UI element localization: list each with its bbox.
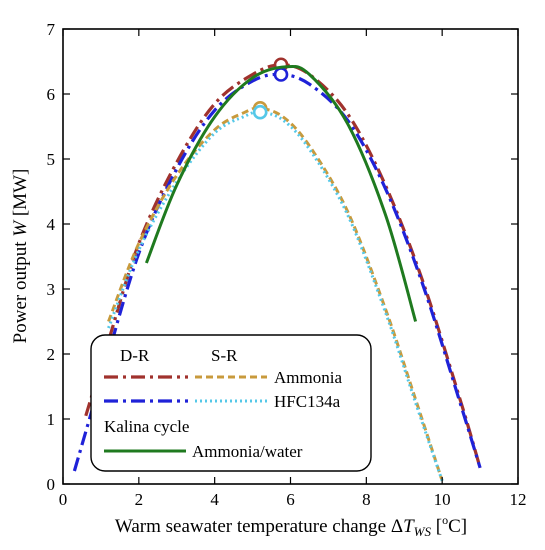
peak-marker-s-r-hfc134a (252, 104, 268, 120)
y-axis-title: Power output W [MW] (10, 169, 31, 344)
peak-marker-d-r-hfc134a (273, 67, 289, 82)
y-tick-label: 3 (47, 280, 56, 299)
legend-col-dr: D-R (120, 346, 150, 365)
x-tick-label: 12 (510, 490, 527, 509)
x-tick-label: 10 (434, 490, 451, 509)
y-tick-label: 6 (47, 85, 56, 104)
x-axis-title: Warm seawater temperature change ΔTWS [o… (115, 513, 467, 539)
curves-layer (72, 57, 482, 482)
legend-label-kalina: Ammonia/water (192, 442, 303, 461)
series-line-s-r-hfc134a (107, 110, 444, 482)
y-tick-label: 0 (47, 475, 56, 494)
series-line-s-r-ammonia (107, 106, 444, 482)
legend: D-R S-R Ammonia HFC134a Kalina cycle Amm… (90, 334, 372, 472)
legend-col-sr: S-R (211, 346, 238, 365)
y-tick-label: 4 (47, 215, 56, 234)
x-tick-label: 4 (210, 490, 219, 509)
legend-box (90, 334, 372, 472)
x-tick-label: 6 (286, 490, 295, 509)
legend-label-hfc: HFC134a (274, 392, 341, 411)
y-tick-label: 7 (47, 20, 56, 39)
legend-label-ammonia: Ammonia (274, 368, 342, 387)
x-tick-label: 2 (135, 490, 144, 509)
x-tick-label: 0 (59, 490, 68, 509)
legend-kalina-title: Kalina cycle (104, 417, 189, 436)
y-tick-label: 2 (47, 345, 56, 364)
y-tick-label: 1 (47, 410, 56, 429)
series-line-kalina-ammonia-water (145, 64, 418, 322)
x-tick-label: 8 (362, 490, 371, 509)
y-tick-label: 5 (47, 150, 56, 169)
